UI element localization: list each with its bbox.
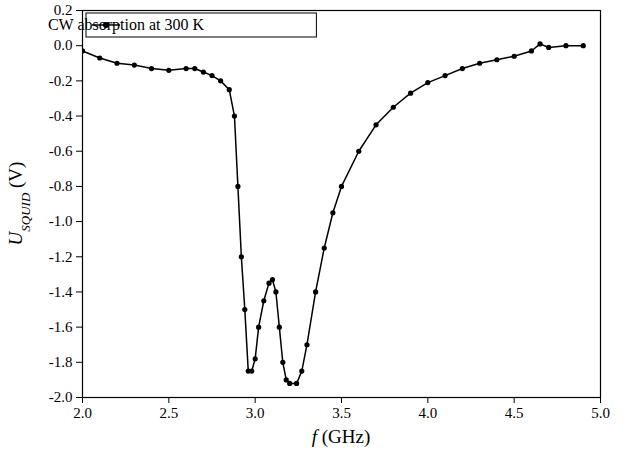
- svg-text:-2.0: -2.0: [49, 389, 73, 405]
- svg-text:-1.0: -1.0: [49, 213, 73, 229]
- svg-text:-1.2: -1.2: [49, 249, 73, 265]
- svg-text:USQUID (V): USQUID (V): [5, 162, 33, 246]
- svg-text:2.5: 2.5: [159, 405, 178, 421]
- svg-text:CW absorption at 300 K: CW absorption at 300 K: [48, 16, 205, 34]
- svg-text:5.0: 5.0: [591, 405, 610, 421]
- svg-text:4.0: 4.0: [418, 405, 437, 421]
- svg-text:-1.8: -1.8: [49, 354, 73, 370]
- svg-text:-0.8: -0.8: [49, 178, 73, 194]
- svg-text:4.5: 4.5: [505, 405, 524, 421]
- svg-text:-1.4: -1.4: [49, 284, 73, 300]
- svg-text:-0.6: -0.6: [49, 143, 73, 159]
- svg-text:3.0: 3.0: [246, 405, 265, 421]
- svg-text:f (GHz): f (GHz): [312, 426, 371, 448]
- svg-text:0.2: 0.2: [53, 2, 73, 19]
- svg-text:3.5: 3.5: [332, 405, 351, 421]
- svg-text:-1.6: -1.6: [49, 319, 73, 335]
- svg-text:0.0: 0.0: [54, 37, 73, 53]
- svg-text:-0.2: -0.2: [49, 73, 73, 89]
- svg-text:2.0: 2.0: [73, 405, 92, 421]
- svg-text:-0.4: -0.4: [49, 108, 73, 124]
